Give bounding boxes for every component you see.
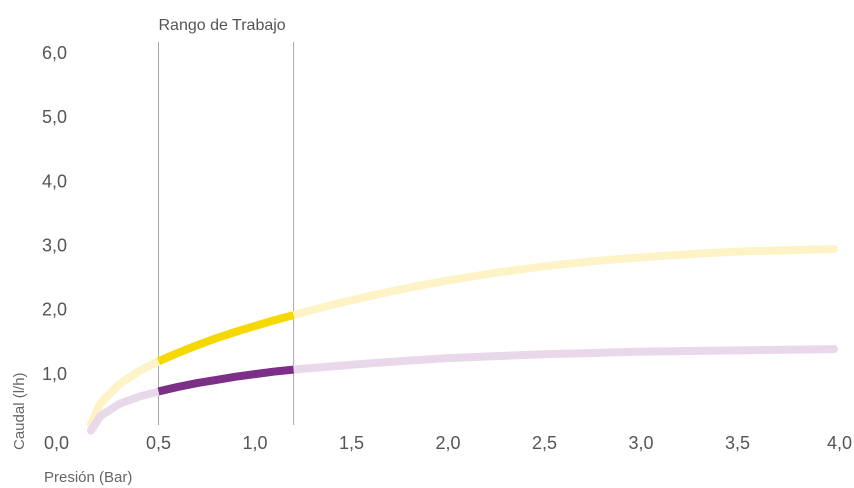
x-tick-label: 3,0 <box>628 433 653 453</box>
y-tick-labels: 1,0 2,0 3,0 4,0 5,0 6,0 <box>42 43 67 384</box>
y-tick-label: 4,0 <box>42 171 67 191</box>
working-range-lines <box>158 42 295 425</box>
x-axis-label: Presión (Bar) <box>44 469 132 486</box>
x-tick-labels: 0,0 0,5 1,0 1,5 2,0 2,5 3,0 3,5 4,0 <box>44 433 852 453</box>
x-tick-label: 0,5 <box>146 433 171 453</box>
y-tick-label: 2,0 <box>42 300 67 320</box>
series-layer <box>86 244 838 435</box>
series-1-working-range-segment <box>156 311 295 365</box>
x-tick-label: 4,0 <box>827 433 852 453</box>
x-tick-label: 0,0 <box>44 433 69 453</box>
x-tick-label: 3,5 <box>725 433 750 453</box>
y-tick-label: 1,0 <box>42 364 67 384</box>
y-tick-label: 5,0 <box>42 107 67 127</box>
y-tick-label: 3,0 <box>42 236 67 256</box>
y-tick-label: 6,0 <box>42 43 67 63</box>
series-1-curve <box>86 244 838 429</box>
x-tick-label: 2,5 <box>532 433 557 453</box>
working-range-label: Rango de Trabajo <box>159 17 286 34</box>
series-2-working-range-segment <box>157 365 294 396</box>
x-tick-label: 2,0 <box>435 433 460 453</box>
series-2-curve <box>86 345 838 435</box>
x-tick-label: 1,0 <box>242 433 267 453</box>
y-axis-label: Caudal (l/h) <box>11 372 28 450</box>
x-tick-label: 1,5 <box>339 433 364 453</box>
